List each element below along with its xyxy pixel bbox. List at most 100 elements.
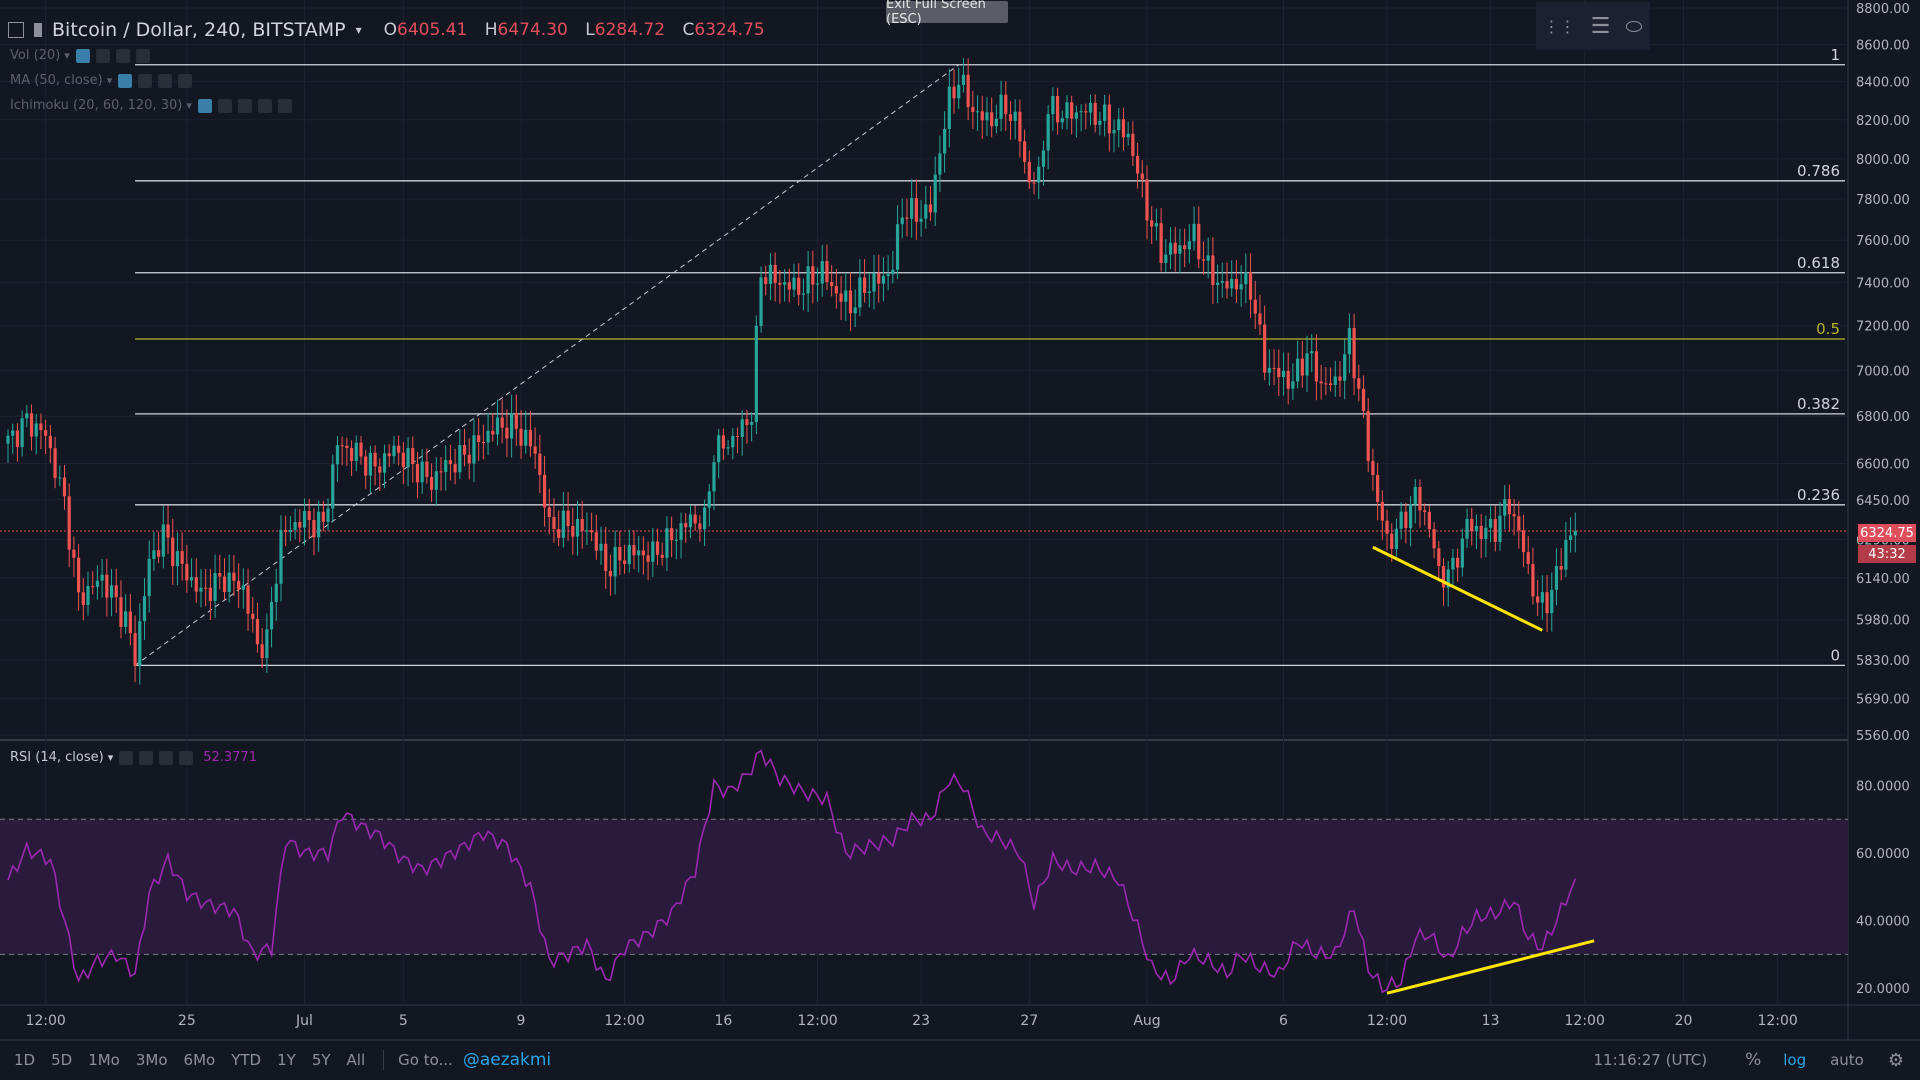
candle-body	[1521, 530, 1526, 553]
candle-body	[1060, 118, 1064, 123]
candle-body	[1168, 242, 1173, 255]
gear-icon[interactable]	[139, 750, 154, 765]
gear-icon[interactable]	[95, 48, 110, 63]
candle-body	[349, 447, 354, 461]
candle-body	[1470, 518, 1474, 532]
time-axis[interactable]: 12:00 25 Jul 5 9 12:00 16 12:00 23 27 Aug 6 12:00 13 1…	[25, 1013, 1797, 1029]
candle-body	[533, 446, 537, 454]
range-ytd[interactable]: YTD	[231, 1051, 262, 1069]
candle-body	[1404, 511, 1408, 529]
candle-body	[1465, 518, 1469, 539]
plus-icon[interactable]	[115, 48, 130, 63]
rsi-tick-label: 60.0000	[1856, 847, 1910, 862]
indicator-ma[interactable]: MA (50, close) ▾	[10, 73, 193, 88]
price-tick-label: 5830.00	[1856, 654, 1910, 669]
candle-body	[1281, 370, 1286, 378]
menu-icon[interactable]: ☰	[1590, 13, 1611, 39]
indicator-rsi-label[interactable]: RSI (14, close)	[10, 750, 104, 765]
candle-body	[1432, 529, 1436, 549]
candle-body	[1126, 133, 1130, 138]
candle-body	[660, 554, 664, 558]
close-value: 6324.75	[694, 20, 765, 40]
window-icon[interactable]	[8, 22, 24, 38]
candle-body	[189, 577, 194, 581]
symbol-title[interactable]: Bitcoin / Dollar, 240, BITSTAMP	[52, 19, 346, 41]
settings-gear-icon[interactable]: ⚙	[1887, 1049, 1904, 1071]
plus-icon[interactable]	[159, 750, 174, 765]
candle-body	[1296, 358, 1300, 382]
plus-icon[interactable]	[158, 73, 173, 88]
eye-icon[interactable]	[75, 48, 90, 63]
gear-icon[interactable]	[138, 73, 153, 88]
clock[interactable]: 11:16:27 (UTC)	[1593, 1051, 1708, 1069]
candle-body	[48, 435, 52, 449]
candle-body	[966, 74, 970, 107]
candle-body	[288, 529, 292, 533]
candle-body	[910, 198, 914, 219]
range-5y[interactable]: 5Y	[311, 1051, 331, 1069]
candle-body	[1338, 376, 1342, 381]
candle-body	[1460, 538, 1464, 568]
plus-icon[interactable]	[257, 98, 272, 113]
eye-icon[interactable]	[118, 73, 133, 88]
candle-body	[613, 547, 617, 577]
goto-button[interactable]: Go to...	[398, 1051, 453, 1069]
indicator-vol[interactable]: Vol (20) ▾	[10, 48, 150, 63]
candle-body	[1112, 130, 1116, 134]
candle-body	[566, 510, 570, 527]
range-5d[interactable]: 5D	[51, 1051, 73, 1069]
source-icon[interactable]	[237, 98, 252, 113]
flag-icon[interactable]	[34, 23, 42, 37]
eye-icon[interactable]	[197, 98, 212, 113]
indicator-vol-label[interactable]: Vol (20)	[10, 48, 61, 63]
candle-body	[429, 476, 434, 490]
indicator-rsi[interactable]: RSI (14, close) ▾ 52.3771	[10, 750, 257, 765]
candle-body	[811, 266, 815, 285]
trendlines[interactable]	[1372, 545, 1595, 995]
author-handle[interactable]: @aezakmi	[462, 1050, 552, 1070]
percent-toggle[interactable]: %	[1745, 1050, 1762, 1070]
indicator-ichimoku-label[interactable]: Ichimoku (20, 60, 120, 30)	[10, 98, 183, 113]
price-tick-label: 7000.00	[1856, 364, 1910, 379]
exit-fullscreen-button[interactable]: Exit Full Screen (ESC)	[886, 0, 1008, 27]
candle-body	[745, 419, 749, 425]
candle-body	[481, 441, 485, 443]
drag-handle-icon[interactable]: ⋮⋮	[1543, 16, 1576, 36]
close-icon[interactable]	[135, 48, 150, 63]
candle-body	[924, 204, 928, 219]
candle-body	[1333, 376, 1337, 385]
candle-body	[604, 543, 608, 572]
close-icon[interactable]	[178, 73, 193, 88]
eye-icon[interactable]	[119, 750, 134, 765]
candle-body	[1013, 111, 1017, 121]
candle-body	[1248, 272, 1253, 300]
candle-body	[726, 447, 730, 449]
candle-body	[1173, 242, 1177, 254]
range-3mo[interactable]: 3Mo	[135, 1051, 168, 1069]
auto-toggle[interactable]: auto	[1830, 1051, 1864, 1069]
candle-body	[510, 413, 514, 439]
candle-body	[185, 563, 189, 581]
gear-icon[interactable]	[217, 98, 232, 113]
close-icon[interactable]	[277, 98, 292, 113]
candle-body	[994, 118, 998, 127]
fib-retracement[interactable]: 1 0.786 0.618 0.5 0.382 0.236 0	[0, 46, 1848, 667]
range-1y[interactable]: 1Y	[277, 1051, 296, 1069]
indicator-ichimoku[interactable]: Ichimoku (20, 60, 120, 30) ▾	[10, 98, 292, 113]
close-icon[interactable]	[179, 750, 194, 765]
candle-body	[1503, 499, 1507, 516]
price-tick-label: 5560.00	[1856, 729, 1910, 744]
candle-body	[1385, 520, 1389, 534]
range-1d[interactable]: 1D	[14, 1051, 36, 1069]
candle-body	[1023, 141, 1027, 162]
log-toggle[interactable]: log	[1783, 1051, 1807, 1069]
indicator-ma-label[interactable]: MA (50, close)	[10, 73, 103, 88]
range-all[interactable]: All	[346, 1051, 366, 1069]
chevron-down-icon[interactable]: ▾	[355, 23, 362, 37]
candle-body	[1098, 120, 1102, 125]
object-tree-icon[interactable]: ⬭	[1625, 14, 1643, 38]
candle-body	[957, 84, 961, 99]
range-6mo[interactable]: 6Mo	[183, 1051, 216, 1069]
range-1mo[interactable]: 1Mo	[88, 1051, 120, 1069]
